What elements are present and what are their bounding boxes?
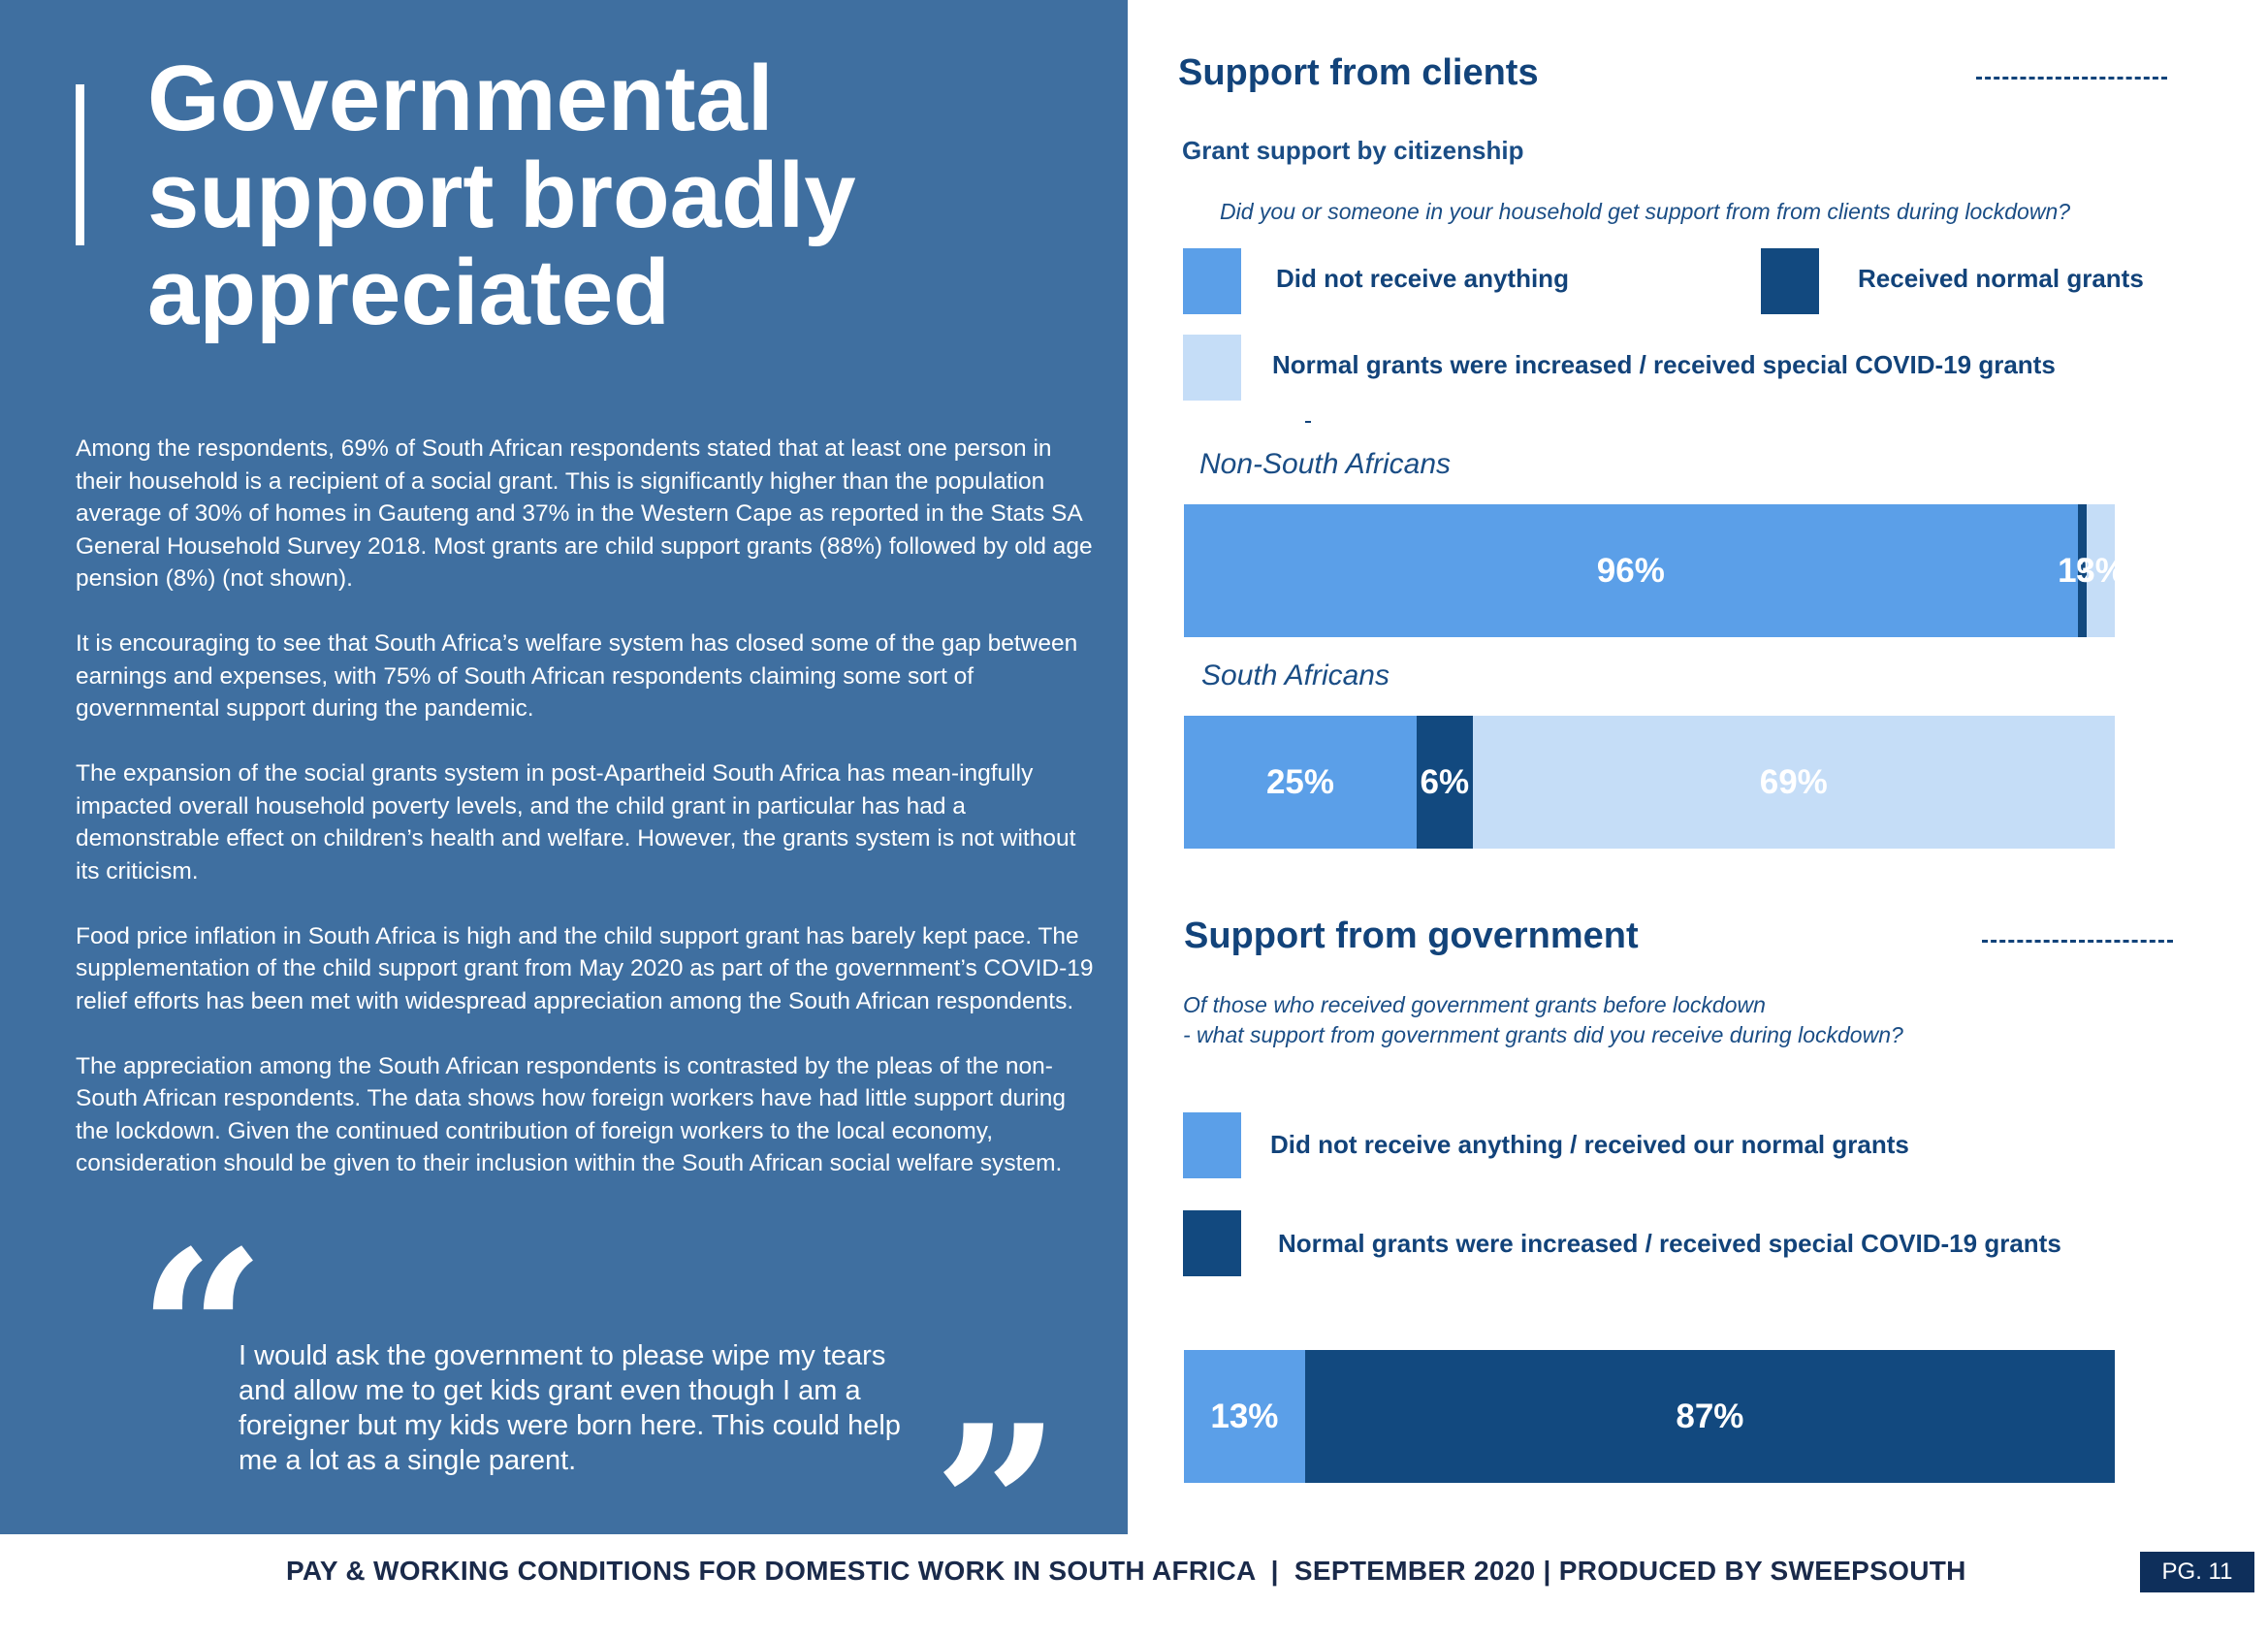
open-quote-icon: “ — [138, 1203, 267, 1464]
left-panel: Governmental support broadly appreciated… — [0, 0, 1128, 1620]
page-title-line-2: support broadly — [147, 144, 856, 247]
page-number-badge: PG. 11 — [2140, 1552, 2254, 1592]
page-title-line-3: appreciated — [147, 241, 670, 344]
bar-segment-1: 13% — [1184, 1350, 1305, 1483]
government-chart-question: Of those who received government grants … — [1183, 990, 1903, 1050]
legend-label-normal-grants: Received normal grants — [1858, 264, 2144, 293]
clients-chart-question: Did you or someone in your household get… — [1220, 199, 2071, 224]
category-label-south-africans: South Africans — [1201, 659, 1390, 691]
bar-value-label: 13% — [1210, 1397, 1279, 1435]
clients-section-title: Support from clients — [1178, 52, 1539, 93]
bar-value-label: 69% — [1759, 762, 1828, 801]
stray-dash-mark: - — [1305, 421, 1311, 423]
bar-segment-1: 96% — [1184, 504, 2078, 637]
bar-value-label: 25% — [1265, 762, 1335, 801]
government-title-dash-rule — [1982, 940, 2173, 943]
body-paragraph-1: Among the respondents, 69% of South Afri… — [76, 435, 1093, 592]
legend-swatch-gov-not-received — [1183, 1112, 1241, 1178]
bar-segment-2: 6% — [1417, 716, 1473, 849]
page-title: Governmental support broadly appreciated — [147, 50, 1117, 341]
bar-value-label: 96% — [1596, 551, 1665, 590]
legend-label-increased-grants: Normal grants were increased / received … — [1272, 350, 2056, 379]
bar-segment-3: 3% — [2076, 504, 2125, 637]
legend-label-gov-increased: Normal grants were increased / received … — [1278, 1229, 2061, 1258]
clients-title-dash-rule — [1976, 77, 2167, 80]
legend-swatch-normal-grants — [1761, 248, 1819, 314]
bar-value-label: 87% — [1676, 1397, 1744, 1435]
testimonial-quote: I would ask the government to please wip… — [239, 1340, 901, 1476]
legend-swatch-increased-grants — [1183, 335, 1241, 401]
body-paragraph-2: It is encouraging to see that South Afri… — [76, 630, 1078, 722]
bar-segment-1: 25% — [1184, 716, 1417, 849]
close-quote-icon: ” — [933, 1377, 1062, 1639]
title-accent-bar — [76, 84, 84, 245]
footer-text: PAY & WORKING CONDITIONS FOR DOMESTIC WO… — [286, 1556, 1966, 1586]
bar-south-africans: 25% 6% 69% — [1184, 716, 2115, 849]
bar-segment-3: 69% — [1472, 716, 2115, 849]
government-question-line-1: Of those who received government grants … — [1183, 992, 1766, 1017]
bar-non-south-africans: 96% 1% 3% — [1184, 504, 2125, 637]
clients-chart-subtitle: Grant support by citizenship — [1182, 136, 1524, 165]
body-paragraph-5: The appreciation among the South African… — [76, 1052, 1066, 1177]
category-label-non-south-africans: Non-South Africans — [1199, 448, 1452, 480]
legend-swatch-not-received — [1183, 248, 1241, 314]
bar-value-label: 3% — [2076, 551, 2125, 590]
page-title-line-1: Governmental — [147, 47, 774, 150]
government-section-title: Support from government — [1184, 916, 1639, 956]
body-text: Among the respondents, 69% of South Afri… — [76, 433, 1099, 1212]
government-question-line-2: - what support from government grants di… — [1183, 1022, 1903, 1047]
bar-government-support: 13% 87% — [1184, 1350, 2115, 1483]
legend-swatch-gov-increased — [1183, 1210, 1241, 1276]
bar-segment-2: 87% — [1304, 1350, 2115, 1483]
legend-label-gov-not-received: Did not receive anything / received our … — [1270, 1130, 1909, 1159]
body-paragraph-3: The expansion of the social grants syste… — [76, 760, 1076, 884]
body-paragraph-4: Food price inflation in South Africa is … — [76, 922, 1094, 1014]
legend-label-not-received: Did not receive anything — [1276, 264, 1569, 293]
bar-value-label: 6% — [1420, 762, 1470, 801]
